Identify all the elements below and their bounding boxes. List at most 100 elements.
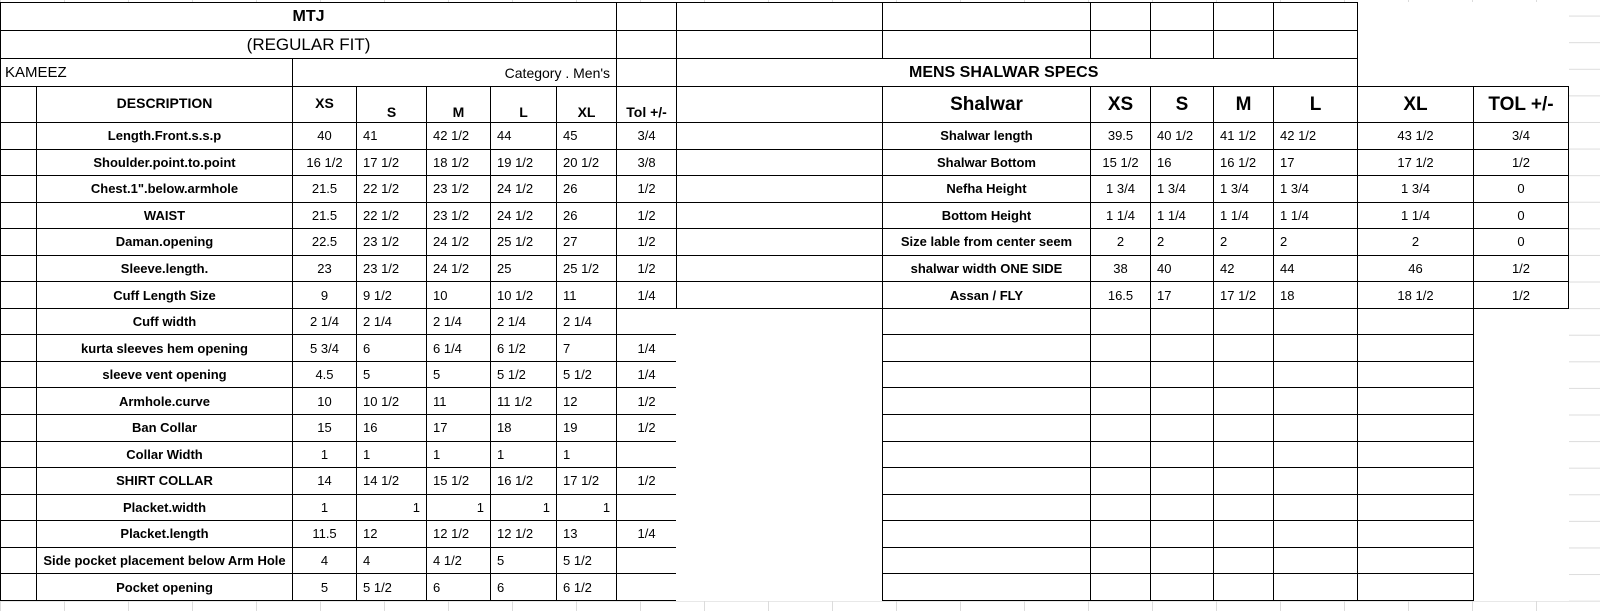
cell[interactable]	[677, 494, 883, 521]
cell[interactable]	[1357, 414, 1474, 442]
cell[interactable]	[1150, 307, 1214, 336]
value-xl[interactable]: 18 1/2	[1357, 281, 1474, 309]
cell[interactable]	[882, 414, 1091, 442]
cell[interactable]	[1474, 335, 1569, 362]
cell[interactable]	[1273, 546, 1358, 575]
value-m[interactable]: 12 1/2	[426, 520, 491, 548]
tolerance-value[interactable]: 1/2	[616, 175, 678, 203]
value-s[interactable]: 5	[356, 360, 427, 389]
value-xs[interactable]: 10	[292, 387, 357, 416]
tolerance-value[interactable]: 1/2	[616, 254, 678, 283]
cell[interactable]	[676, 30, 883, 59]
cell[interactable]	[676, 2, 883, 31]
value-xl[interactable]: 27	[555, 228, 618, 256]
cell[interactable]	[1150, 414, 1214, 442]
cell[interactable]	[1357, 387, 1474, 416]
cell[interactable]	[1090, 307, 1151, 336]
cell[interactable]	[1213, 546, 1274, 575]
value-m[interactable]: 23 1/2	[426, 201, 491, 230]
value-m[interactable]: 2 1/4	[426, 307, 491, 336]
value-xl[interactable]: 11	[555, 281, 618, 309]
value-xs[interactable]: 22.5	[292, 228, 357, 256]
value-xs[interactable]: 15	[292, 414, 357, 442]
cell[interactable]	[0, 175, 37, 203]
value-m[interactable]: 41 1/2	[1213, 122, 1274, 150]
value-l[interactable]: 1 1/4	[1273, 201, 1358, 230]
value-m[interactable]: 1 3/4	[1213, 175, 1274, 203]
cell[interactable]	[0, 360, 37, 389]
value-s[interactable]: 2 1/4	[356, 307, 427, 336]
cell[interactable]	[1150, 2, 1214, 31]
tolerance-value[interactable]: 1/4	[616, 334, 678, 362]
value-xl[interactable]: 20 1/2	[555, 148, 618, 177]
cell[interactable]	[1357, 520, 1474, 548]
value-xl[interactable]: 7	[555, 334, 618, 362]
cell[interactable]	[1273, 467, 1358, 495]
tolerance-value[interactable]	[616, 546, 678, 575]
cell[interactable]	[1090, 334, 1151, 362]
value-s[interactable]: 23 1/2	[356, 254, 427, 283]
value-m[interactable]: 42	[1213, 254, 1274, 283]
value-l[interactable]: 11 1/2	[490, 387, 557, 416]
value-xl[interactable]: 1 1/4	[1357, 201, 1474, 230]
cell[interactable]	[1150, 387, 1214, 416]
cell[interactable]	[1273, 440, 1358, 469]
cell[interactable]	[1150, 440, 1214, 469]
cell[interactable]	[1474, 521, 1569, 548]
value-xl[interactable]: 45	[555, 122, 618, 150]
cell[interactable]	[1090, 520, 1151, 548]
value-xl[interactable]: 12	[555, 387, 618, 416]
value-s[interactable]: 2	[1150, 228, 1214, 256]
value-m[interactable]: 11	[426, 387, 491, 416]
cell[interactable]	[1474, 468, 1569, 495]
value-m[interactable]: 1 1/4	[1213, 201, 1274, 230]
value-m[interactable]: 23 1/2	[426, 175, 491, 203]
value-xs[interactable]: 15 1/2	[1090, 148, 1151, 177]
value-xl[interactable]: 26	[555, 201, 618, 230]
tolerance-value[interactable]: 1/2	[616, 201, 678, 230]
value-s[interactable]: 1 3/4	[1150, 175, 1214, 203]
cell[interactable]	[1090, 2, 1151, 31]
value-m[interactable]: 1	[426, 493, 491, 522]
tolerance-value[interactable]: 0	[1473, 201, 1569, 230]
value-xs[interactable]: 1	[292, 440, 357, 469]
value-xs[interactable]: 5	[292, 573, 357, 601]
value-m[interactable]: 16 1/2	[1213, 148, 1274, 177]
value-s[interactable]: 17 1/2	[356, 148, 427, 177]
cell[interactable]	[1273, 387, 1358, 416]
tolerance-value[interactable]: 1/4	[616, 281, 678, 309]
cell[interactable]	[677, 574, 883, 601]
tolerance-value[interactable]: 1/2	[616, 228, 678, 256]
cell[interactable]	[1273, 334, 1358, 362]
value-xs[interactable]: 1 1/4	[1090, 201, 1151, 230]
value-m[interactable]: 6 1/4	[426, 334, 491, 362]
cell[interactable]	[882, 440, 1091, 469]
cell[interactable]	[1090, 414, 1151, 442]
value-xs[interactable]: 11.5	[292, 520, 357, 548]
value-xs[interactable]: 16.5	[1090, 281, 1151, 309]
cell[interactable]	[1150, 467, 1214, 495]
value-xs[interactable]: 9	[292, 281, 357, 309]
value-m[interactable]: 18 1/2	[426, 148, 491, 177]
tolerance-value[interactable]	[616, 440, 678, 469]
cell[interactable]	[1090, 30, 1151, 59]
value-xl[interactable]: 17 1/2	[555, 467, 618, 495]
cell[interactable]	[1090, 387, 1151, 416]
cell[interactable]	[0, 467, 37, 495]
value-m[interactable]: 4 1/2	[426, 546, 491, 575]
cell[interactable]	[0, 148, 37, 177]
value-xs[interactable]: 4.5	[292, 360, 357, 389]
cell[interactable]	[0, 573, 37, 601]
cell[interactable]	[1474, 308, 1569, 335]
cell[interactable]	[0, 201, 37, 230]
cell[interactable]	[677, 521, 883, 548]
value-xl[interactable]: 17 1/2	[1357, 148, 1474, 177]
cell[interactable]	[0, 546, 37, 575]
cell[interactable]	[1090, 546, 1151, 575]
cell[interactable]	[1213, 520, 1274, 548]
cell[interactable]	[676, 86, 883, 123]
value-xl[interactable]: 5 1/2	[555, 360, 618, 389]
cell[interactable]	[676, 281, 883, 309]
value-l[interactable]: 12 1/2	[490, 520, 557, 548]
value-s[interactable]: 16	[1150, 148, 1214, 177]
